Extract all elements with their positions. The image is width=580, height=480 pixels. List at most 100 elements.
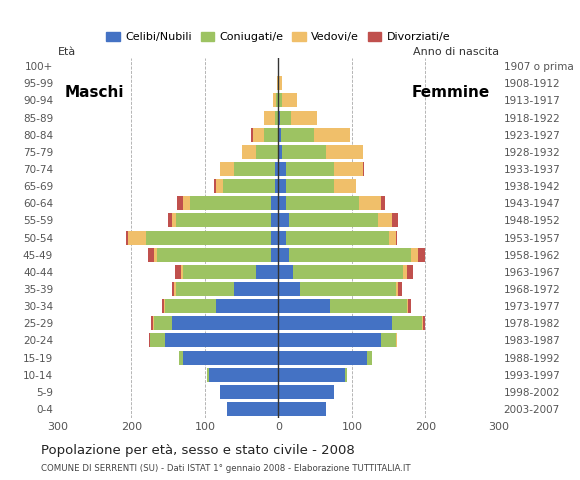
Bar (286, 162, 334, 176)
Bar (392, 214, 398, 228)
Bar (278, 368, 345, 382)
Bar (175, 265, 181, 279)
Bar (242, 145, 256, 159)
Bar (411, 248, 418, 262)
Bar (165, 334, 278, 348)
Bar (314, 128, 350, 142)
Bar (381, 334, 396, 348)
Bar (345, 368, 347, 382)
Bar (363, 162, 364, 176)
Bar (176, 282, 234, 296)
Bar (389, 230, 396, 245)
Bar (146, 230, 271, 245)
Bar (174, 282, 176, 296)
Legend: Celibi/Nubili, Coniugati/e, Vedovi/e, Divorziati/e: Celibi/Nubili, Coniugati/e, Vedovi/e, Di… (102, 27, 455, 47)
Bar (281, 128, 314, 142)
Bar (275, 179, 278, 193)
Bar (278, 76, 282, 90)
Bar (407, 265, 413, 279)
Bar (151, 316, 153, 330)
Bar (177, 196, 183, 210)
Bar (264, 110, 275, 125)
Bar (256, 145, 278, 159)
Bar (289, 214, 378, 228)
Bar (176, 214, 271, 228)
Bar (181, 265, 183, 279)
Bar (282, 94, 297, 108)
Bar (190, 196, 271, 210)
Bar (396, 230, 397, 245)
Bar (207, 368, 209, 382)
Bar (278, 230, 286, 245)
Bar (398, 282, 402, 296)
Bar (367, 350, 372, 365)
Bar (326, 145, 363, 159)
Bar (216, 299, 278, 313)
Bar (392, 316, 422, 330)
Bar (291, 110, 317, 125)
Bar (330, 299, 407, 313)
Bar (359, 196, 381, 210)
Bar (278, 162, 286, 176)
Bar (216, 179, 223, 193)
Bar (271, 248, 278, 262)
Bar (275, 110, 278, 125)
Bar (126, 230, 128, 245)
Text: COMUNE DI SERRENTI (SU) - Dati ISTAT 1° gennaio 2008 - Elaborazione TUTTITALIA.I: COMUNE DI SERRENTI (SU) - Dati ISTAT 1° … (41, 464, 410, 473)
Bar (179, 350, 183, 365)
Bar (234, 282, 278, 296)
Bar (408, 299, 411, 313)
Text: Maschi: Maschi (65, 85, 125, 100)
Bar (334, 162, 363, 176)
Bar (153, 316, 154, 330)
Bar (422, 316, 423, 330)
Bar (418, 248, 425, 262)
Bar (168, 214, 172, 228)
Bar (278, 316, 392, 330)
Bar (271, 230, 278, 245)
Bar (423, 316, 425, 330)
Bar (275, 162, 278, 176)
Bar (183, 350, 278, 365)
Text: Popolazione per età, sesso e stato civile - 2008: Popolazione per età, sesso e stato civil… (41, 444, 354, 457)
Bar (278, 334, 381, 348)
Bar (128, 230, 146, 245)
Bar (165, 299, 216, 313)
Bar (256, 265, 278, 279)
Bar (150, 334, 165, 348)
Bar (403, 265, 407, 279)
Text: Femmine: Femmine (412, 85, 490, 100)
Bar (286, 230, 389, 245)
Bar (278, 282, 300, 296)
Bar (300, 282, 396, 296)
Bar (220, 162, 234, 176)
Bar (396, 334, 397, 348)
Bar (278, 179, 286, 193)
Bar (273, 94, 276, 108)
Bar (271, 214, 278, 228)
Bar (234, 162, 275, 176)
Bar (209, 368, 278, 382)
Bar (251, 128, 253, 142)
Bar (220, 385, 278, 399)
Bar (289, 248, 411, 262)
Bar (157, 248, 271, 262)
Bar (215, 179, 216, 193)
Bar (278, 299, 330, 313)
Bar (278, 145, 282, 159)
Bar (148, 248, 154, 262)
Text: Anno di nascita: Anno di nascita (413, 47, 499, 57)
Bar (334, 179, 356, 193)
Bar (149, 334, 150, 348)
Bar (278, 350, 367, 365)
Bar (223, 179, 275, 193)
Bar (378, 214, 392, 228)
Bar (277, 76, 278, 90)
Bar (253, 128, 264, 142)
Bar (282, 145, 326, 159)
Bar (407, 299, 408, 313)
Bar (278, 94, 282, 108)
Bar (172, 316, 278, 330)
Bar (271, 196, 278, 210)
Bar (293, 265, 403, 279)
